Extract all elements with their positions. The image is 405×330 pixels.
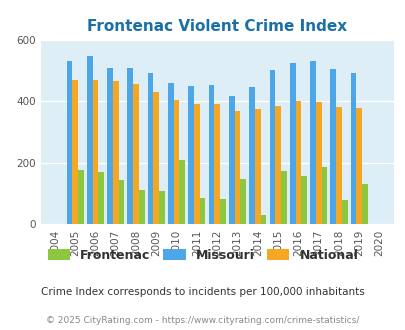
- Bar: [315, 102, 321, 224]
- Bar: [269, 70, 275, 224]
- Bar: [321, 167, 326, 224]
- Title: Frontenac Violent Crime Index: Frontenac Violent Crime Index: [87, 19, 346, 34]
- Bar: [234, 111, 240, 224]
- Bar: [260, 215, 266, 224]
- Bar: [179, 160, 185, 224]
- Bar: [335, 107, 341, 224]
- Bar: [147, 73, 153, 224]
- Bar: [159, 191, 164, 224]
- Bar: [188, 86, 194, 224]
- Bar: [139, 190, 144, 224]
- Bar: [199, 198, 205, 224]
- Bar: [356, 108, 361, 224]
- Bar: [350, 73, 356, 224]
- Bar: [66, 61, 72, 224]
- Legend: Frontenac, Missouri, National: Frontenac, Missouri, National: [43, 244, 362, 267]
- Bar: [173, 100, 179, 224]
- Bar: [341, 200, 347, 224]
- Bar: [87, 56, 92, 224]
- Bar: [330, 70, 335, 224]
- Bar: [280, 171, 286, 224]
- Bar: [194, 104, 199, 224]
- Text: Crime Index corresponds to incidents per 100,000 inhabitants: Crime Index corresponds to incidents per…: [41, 287, 364, 297]
- Bar: [361, 184, 367, 224]
- Bar: [107, 68, 113, 224]
- Bar: [254, 109, 260, 224]
- Bar: [220, 199, 225, 224]
- Bar: [228, 96, 234, 224]
- Bar: [98, 172, 104, 224]
- Bar: [289, 63, 295, 224]
- Bar: [301, 176, 306, 224]
- Bar: [249, 87, 254, 224]
- Bar: [133, 83, 139, 224]
- Text: © 2025 CityRating.com - https://www.cityrating.com/crime-statistics/: © 2025 CityRating.com - https://www.city…: [46, 315, 359, 325]
- Bar: [78, 171, 83, 224]
- Bar: [309, 61, 315, 224]
- Bar: [240, 179, 245, 224]
- Bar: [72, 80, 78, 224]
- Bar: [153, 92, 159, 224]
- Bar: [127, 68, 133, 224]
- Bar: [168, 83, 173, 224]
- Bar: [118, 180, 124, 224]
- Bar: [92, 80, 98, 224]
- Bar: [113, 81, 118, 224]
- Bar: [214, 104, 220, 224]
- Bar: [275, 107, 280, 224]
- Bar: [208, 85, 214, 224]
- Bar: [295, 101, 301, 224]
